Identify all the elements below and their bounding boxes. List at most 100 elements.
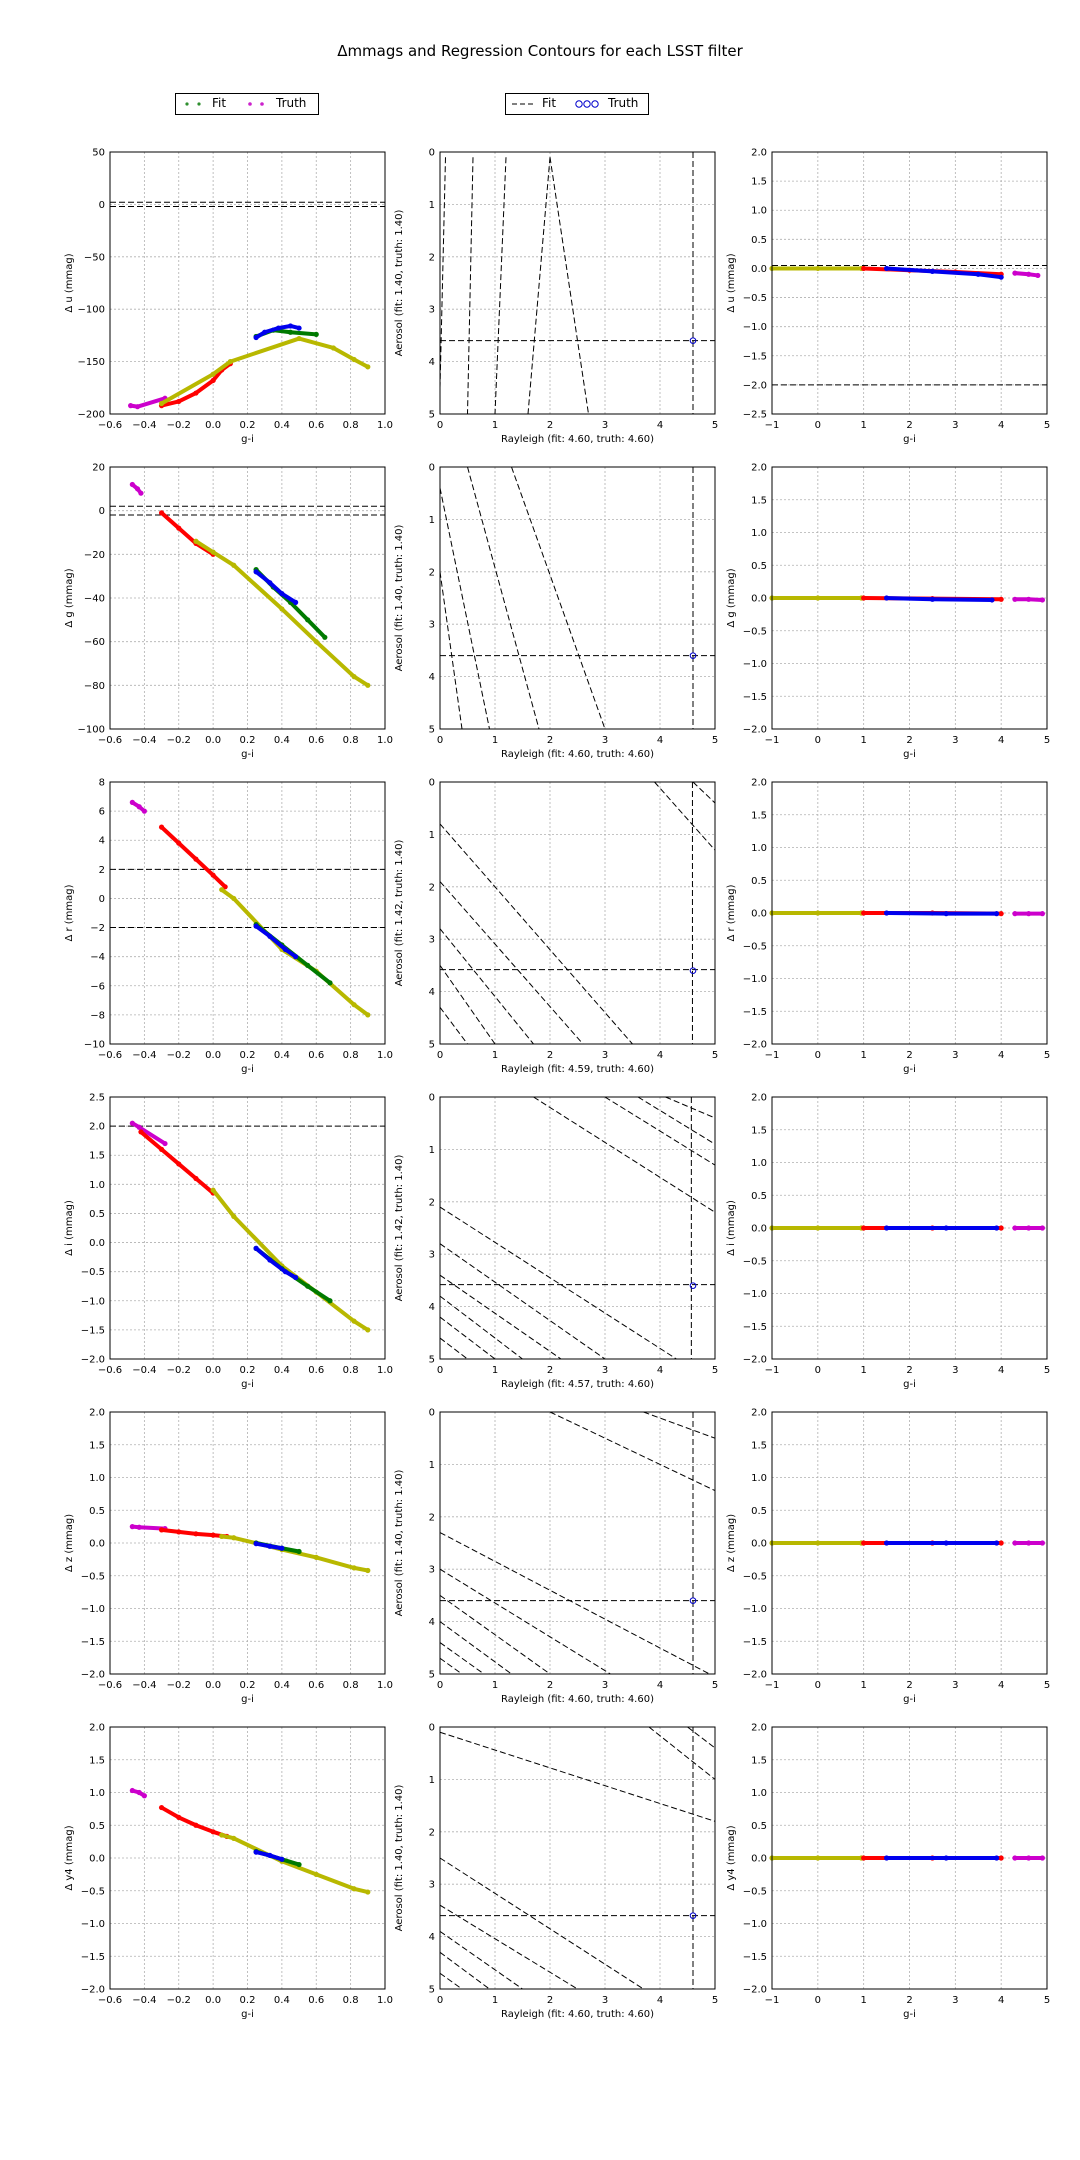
y-tick-label: 2.0	[751, 463, 767, 474]
x-tick-label: 0	[815, 1680, 821, 1691]
x-tick-label: 1.0	[377, 1365, 393, 1376]
y-tick-label: 1.5	[751, 177, 767, 188]
y-tick-label: 1.5	[89, 1755, 105, 1766]
plot-frame	[771, 466, 1048, 730]
x-tick-label: 4	[998, 1365, 1004, 1376]
y-tick-label: 4	[429, 672, 435, 683]
y-tick-label: 3	[429, 935, 435, 946]
data-point-magenta	[1026, 911, 1032, 917]
data-point-blue	[989, 597, 995, 603]
data-point-blue	[883, 1855, 890, 1861]
data-point-blue	[253, 1541, 259, 1547]
x-tick-label: 3	[602, 1680, 608, 1691]
data-point-red	[176, 1814, 182, 1820]
data-point-yellow	[313, 1554, 319, 1561]
x-tick-label: 5	[712, 1365, 718, 1376]
y-tick-label: −1.5	[743, 1952, 767, 1963]
data-point-magenta	[162, 1140, 168, 1147]
series-red-segment	[159, 510, 181, 531]
data-point-magenta	[1012, 596, 1018, 602]
series-blue-segment	[254, 569, 272, 585]
contour-line	[527, 157, 551, 415]
x-tick-label: 2	[547, 1680, 553, 1691]
contour-line	[439, 1337, 468, 1360]
contour-line	[439, 881, 584, 1045]
x-tick-label: 1	[492, 1995, 498, 2006]
data-point-yellow	[365, 1889, 371, 1895]
data-point-blue	[293, 1274, 299, 1281]
data-point-blue	[883, 1540, 890, 1546]
x-tick-label: 0.0	[205, 1050, 221, 1061]
series-yellow-segment	[314, 1555, 357, 1570]
plot-frame	[109, 466, 386, 730]
x-tick-label: 0.4	[274, 420, 290, 431]
subplot-r4-c0: −0.6 −0.4 −0.2 0.0 0.2 0.4 0.6 0.8 1.0 2.0 1.5 1.0 0…	[64, 1408, 393, 1706]
y-tick-label: 1.5	[751, 1440, 767, 1451]
series-blue-segment	[254, 924, 272, 939]
data-point-yellow	[279, 606, 285, 612]
y-tick-label: −1.0	[81, 1604, 105, 1615]
data-point-red	[998, 596, 1004, 602]
y-tick-label: 0.0	[89, 1238, 105, 1249]
y-axis-label: Aerosol (fit: 1.42, truth: 1.40)	[394, 840, 405, 987]
y-tick-label: −1.0	[743, 1604, 767, 1615]
x-tick-label: 3	[602, 1050, 608, 1061]
y-tick-label: 0.5	[751, 1191, 767, 1202]
contour-line	[439, 487, 490, 730]
x-tick-label: −0.4	[132, 1680, 156, 1691]
series-yellow-segment	[352, 1002, 370, 1017]
contour-line	[467, 466, 540, 730]
subplot-r5-c2: −1 0 1 2 3 4 5 2.0 1.5 1.0 0.5 0.0 −0.5 −1.0 −1.5 −2.0 g…	[726, 1723, 1050, 2021]
contour-line	[439, 1657, 463, 1675]
data-point-red	[861, 265, 867, 272]
data-point-magenta	[129, 1524, 135, 1530]
x-tick-label: −0.4	[132, 1050, 156, 1061]
truth-marker	[689, 337, 697, 344]
x-tick-label: 0.8	[343, 735, 359, 746]
data-point-magenta	[134, 404, 141, 410]
data-point-magenta	[1012, 1540, 1018, 1546]
y-tick-label: −2.0	[743, 1985, 767, 1996]
data-point-blue	[267, 1543, 273, 1549]
contour-line	[439, 1621, 512, 1675]
data-point-magenta	[1039, 597, 1046, 603]
plot-frame	[771, 1096, 1048, 1360]
data-point-yellow	[231, 1213, 237, 1219]
contour-line	[439, 571, 463, 730]
contour-line	[637, 1096, 716, 1145]
contour-line	[604, 1096, 716, 1166]
x-tick-label: 0.4	[274, 1680, 290, 1691]
legend-fit-label: Fit	[212, 96, 227, 110]
data-point-blue	[267, 580, 273, 586]
series-red-segment	[176, 1815, 198, 1828]
contour-line	[439, 157, 446, 388]
y-tick-label: 2	[429, 1827, 435, 1838]
y-tick-label: −100	[78, 725, 105, 736]
y-tick-label: −0.5	[81, 1267, 105, 1278]
series-green-segment	[288, 330, 319, 337]
data-point-blue	[279, 1856, 285, 1862]
y-tick-label: −1.0	[743, 1289, 767, 1300]
data-point-yellow	[365, 1012, 371, 1018]
series-yellow-segment	[297, 336, 336, 350]
x-tick-label: 2	[906, 1365, 912, 1376]
contour-line	[439, 823, 633, 1045]
y-axis-label: Δ i (mmag)	[64, 1200, 75, 1256]
contour-line	[687, 1726, 716, 1749]
series-green-segment	[305, 963, 332, 985]
data-point-yellow	[351, 356, 357, 363]
series-red-segment	[176, 526, 198, 546]
y-tick-label: 0	[429, 1408, 435, 1419]
contour-line	[533, 1096, 716, 1213]
y-tick-label: 5	[429, 410, 435, 421]
subplot-r2-c0: −0.6 −0.4 −0.2 0.0 0.2 0.4 0.6 0.8 1.0 8 6 4 2 0 −2 −4 −…	[64, 778, 393, 1076]
y-tick-label: 5	[429, 1985, 435, 1996]
x-tick-label: 0.2	[240, 735, 256, 746]
y-tick-label: 1	[429, 1460, 435, 1471]
y-tick-label: 4	[429, 1932, 435, 1943]
y-tick-label: −100	[78, 305, 105, 316]
y-tick-label: 0	[99, 200, 105, 211]
x-tick-label: −0.6	[98, 1680, 122, 1691]
data-point-yellow	[330, 345, 337, 351]
x-axis-label: g-i	[903, 1694, 916, 1705]
